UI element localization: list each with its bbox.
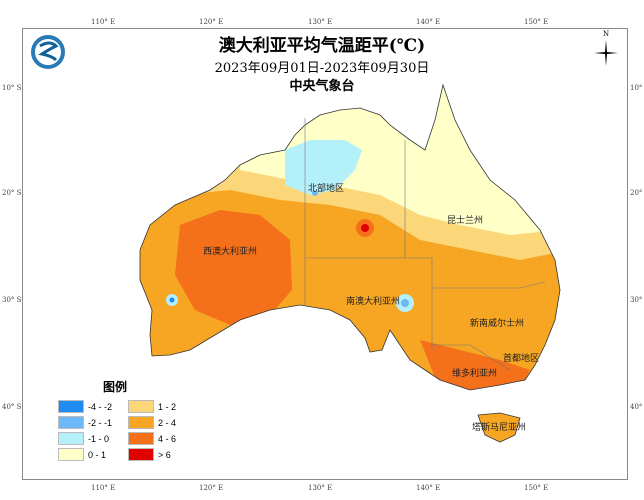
state-borders xyxy=(304,118,546,371)
legend-swatch xyxy=(128,416,154,429)
legend-label: 1 - 2 xyxy=(158,401,177,412)
legend-title: 图例 xyxy=(103,380,128,394)
legend-label: 4 - 6 xyxy=(158,433,177,444)
lat-label: 40° S xyxy=(2,403,22,411)
legend-swatch xyxy=(58,448,84,461)
legend-label: 0 - 1 xyxy=(88,449,107,460)
lat-label: 20° S xyxy=(630,189,644,197)
legend-item: -1 - 0 xyxy=(58,432,109,445)
region-label: 昆士兰州 xyxy=(447,216,484,226)
lon-label: 140° E xyxy=(416,484,441,492)
legend-label: -4 - -2 xyxy=(88,401,113,412)
lat-label: 10° S xyxy=(2,84,22,92)
region-label: 南澳大利亚州 xyxy=(346,297,401,307)
region-label: 新南威尔士州 xyxy=(470,319,525,329)
legend-item: -4 - -2 xyxy=(58,400,112,413)
lat-label: 30° S xyxy=(630,296,644,304)
anomaly-4-6 xyxy=(420,340,530,390)
region-label: 北部地区 xyxy=(308,184,345,194)
legend-swatch xyxy=(128,400,154,413)
anomaly-gt6 xyxy=(361,224,369,232)
lon-label: 110° E xyxy=(91,18,116,26)
cma-logo-icon xyxy=(31,35,65,69)
region-label: 西澳大利亚州 xyxy=(203,247,258,257)
legend-label: -1 - 0 xyxy=(88,433,110,444)
period-text: 2023年09月01日-2023年09月30日 xyxy=(214,61,430,76)
lon-label: 120° E xyxy=(199,18,224,26)
tasmania xyxy=(477,412,521,443)
legend-swatch xyxy=(128,448,154,461)
anomaly-neg2-neg1 xyxy=(312,190,318,196)
anomaly-neg1-0 xyxy=(285,140,362,195)
map-title: 澳大利亚平均气温距平(℃) xyxy=(218,36,426,56)
legend-item: 2 - 4 xyxy=(128,416,176,429)
lon-label: 130° E xyxy=(308,18,333,26)
north-label: N xyxy=(603,30,610,38)
legend-label: 2 - 4 xyxy=(158,417,177,428)
legend-swatch xyxy=(58,432,84,445)
north-arrow-icon: N xyxy=(588,30,624,66)
legend-item: 0 - 1 xyxy=(58,448,106,461)
region-label: 维多利亚州 xyxy=(452,369,498,379)
lon-label: 120° E xyxy=(199,484,224,492)
anomaly-neg2-neg1 xyxy=(401,299,409,307)
legend-swatch xyxy=(58,416,84,429)
legend-label: -2 - -1 xyxy=(88,417,113,428)
anomaly-neg4-neg2 xyxy=(169,297,175,303)
lat-label: 30° S xyxy=(2,296,22,304)
legend-item: > 6 xyxy=(128,448,171,461)
region-label: 首都地区 xyxy=(503,354,540,364)
organization-text: 中央气象台 xyxy=(289,79,355,94)
lat-label: 10° S xyxy=(630,84,644,92)
lat-label: 40° S xyxy=(630,403,644,411)
region-label: 塔斯马尼亚州 xyxy=(472,423,527,433)
lon-label: 130° E xyxy=(308,484,333,492)
legend-swatch xyxy=(128,432,154,445)
legend-item: 1 - 2 xyxy=(128,400,176,413)
legend-label: > 6 xyxy=(158,449,171,460)
lon-label: 140° E xyxy=(416,18,441,26)
lon-label: 110° E xyxy=(91,484,116,492)
legend-swatch xyxy=(58,400,84,413)
lon-label: 150° E xyxy=(524,18,549,26)
legend: 图例 -4 - -2 -2 - -1 -1 - 0 0 - 1 1 - 2 2 - 4 4 … xyxy=(58,380,198,470)
lat-label: 20° S xyxy=(2,189,22,197)
anomaly-4-6 xyxy=(175,210,292,325)
lon-label: 150° E xyxy=(524,484,549,492)
legend-item: 4 - 6 xyxy=(128,432,176,445)
legend-item: -2 - -1 xyxy=(58,416,112,429)
map-frame xyxy=(22,28,628,480)
